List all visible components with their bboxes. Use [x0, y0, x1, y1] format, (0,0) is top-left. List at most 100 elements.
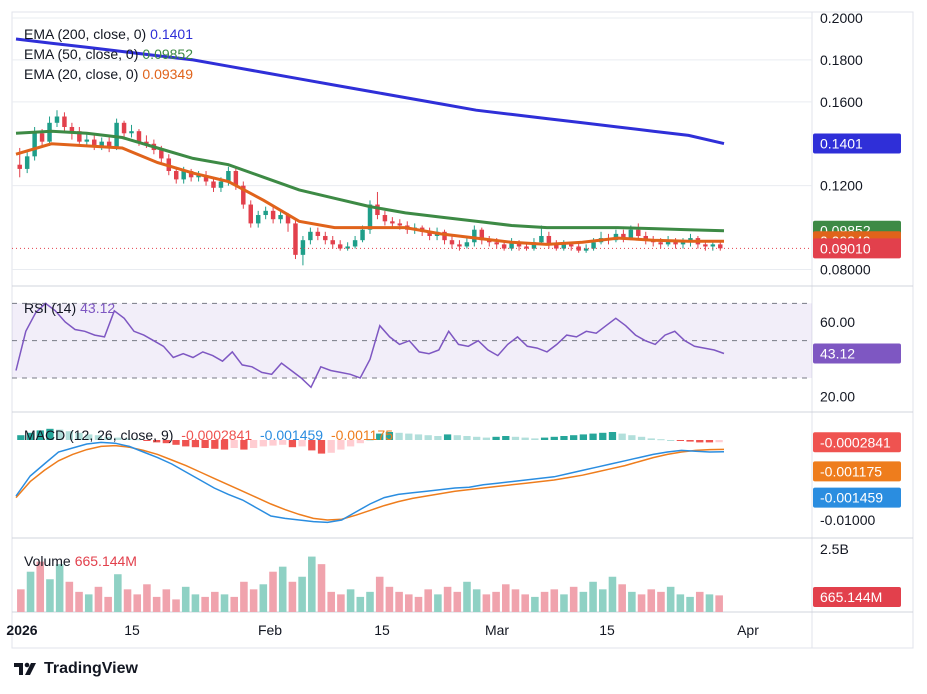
macd-label-0: -0.0002841	[820, 434, 891, 450]
candle-body	[457, 244, 462, 247]
volume-bar	[308, 556, 316, 612]
candle-body	[84, 139, 90, 142]
volume-bar	[405, 594, 413, 612]
legend-ema50-value: 0.09852	[142, 46, 193, 62]
candle-body	[345, 246, 350, 249]
volume-bar	[686, 596, 694, 612]
macd-histogram-bar	[346, 440, 355, 447]
macd-tick-0: -0.01000	[820, 512, 875, 528]
macd-histogram-bar	[434, 436, 442, 440]
candle-body	[390, 221, 395, 224]
macd-histogram-bar	[26, 432, 35, 440]
candle-body	[643, 235, 648, 241]
macd-legend[interactable]: MACD (12, 26, close, 9) -0.0002841 -0.00…	[24, 425, 393, 445]
macd-histogram-bar	[356, 440, 364, 444]
volume-bar	[191, 594, 200, 612]
macd-histogram-bar	[220, 440, 229, 450]
brand-name: TradingView	[44, 660, 138, 677]
volume-tick-0: 2.5B	[820, 541, 849, 557]
grid	[11, 11, 914, 649]
volume-bar	[531, 596, 539, 612]
volume-bar	[366, 591, 374, 612]
candle-body	[337, 244, 343, 249]
macd-histogram-bar	[46, 428, 54, 440]
volume-bar	[75, 591, 83, 612]
volume-bar	[589, 581, 597, 612]
volume-bar	[162, 589, 171, 612]
rsi-value-label: 43.12	[820, 346, 855, 362]
volume-bar	[414, 596, 423, 612]
macd-histogram-bar	[705, 440, 714, 443]
volume-bar	[17, 589, 25, 612]
macd-histogram-bar	[676, 440, 684, 441]
candle-body	[323, 235, 328, 241]
macd-label-1: -0.001175	[820, 463, 882, 479]
volume-bar	[463, 581, 471, 612]
x-tick-0: 2026	[6, 622, 37, 638]
volume-legend[interactable]: Volume 665.144M	[24, 551, 137, 571]
macd-histogram-bar	[133, 439, 141, 441]
rsi-legend-name: RSI (14)	[24, 300, 77, 316]
candle-body	[464, 242, 470, 247]
axes: 0.2000 0.1800 0.1600 0.1200 0.08000 60.00 20.0…	[6, 10, 875, 638]
volume-bar	[569, 586, 578, 612]
macd-histogram-bar	[17, 435, 25, 440]
volume-bar	[395, 591, 403, 612]
candle-body	[576, 246, 581, 251]
macd-histogram-bar	[269, 440, 277, 446]
candle-body	[352, 240, 358, 247]
candle-body	[367, 204, 373, 230]
volume-bar	[317, 564, 326, 612]
macd-histogram-bar	[143, 440, 151, 441]
volume-bar	[152, 596, 161, 612]
volume-bar	[94, 586, 103, 612]
volume-bar	[269, 571, 277, 612]
macd-legend-macd: -0.001459	[260, 427, 324, 443]
candle-body	[270, 210, 276, 220]
macd-histogram-bar	[492, 436, 500, 440]
macd-histogram-bar	[182, 440, 190, 447]
volume-pane: 665.144M	[17, 556, 901, 612]
legend-ema20-name: EMA (20, close, 0)	[24, 66, 139, 82]
rsi-legend[interactable]: RSI (14) 43.12	[24, 298, 115, 318]
volume-bar	[492, 591, 500, 612]
volume-bar	[211, 591, 219, 612]
legend-ema200[interactable]: EMA (200, close, 0) 0.1401	[24, 24, 193, 44]
macd-histogram-bar	[191, 440, 200, 448]
legend-ema50[interactable]: EMA (50, close, 0) 0.09852	[24, 44, 193, 64]
candle-body	[293, 223, 298, 255]
volume-bar	[579, 591, 588, 612]
candle-body	[211, 181, 216, 188]
volume-bar	[511, 589, 520, 612]
macd-histogram-bar	[628, 435, 636, 440]
macd-histogram-bar	[686, 440, 694, 442]
macd-histogram-bar	[589, 433, 597, 440]
macd-label-1-bg	[813, 461, 901, 482]
candle-body	[531, 242, 537, 249]
candle-body	[568, 244, 574, 247]
rsi-tick-1: 20.00	[820, 389, 855, 405]
macd-histogram-bar	[395, 432, 403, 440]
volume-legend-name: Volume	[24, 553, 71, 569]
x-tick-1: 15	[124, 622, 140, 638]
candle-body	[196, 175, 201, 178]
ema50-line	[15, 129, 725, 233]
macd-legend-name: MACD (12, 26, close, 9)	[24, 427, 174, 443]
candle-body	[710, 244, 716, 247]
volume-bar	[298, 576, 306, 612]
candle-body	[621, 233, 626, 239]
macd-histogram-bar	[308, 440, 316, 451]
volume-bar	[356, 596, 365, 612]
x-tick-5: 15	[599, 622, 615, 638]
legend-ema200-name: EMA (200, close, 0)	[24, 26, 147, 42]
volume-bar	[434, 594, 442, 612]
price-pane: 0.1401 0.09852 0.09349 0.09010	[12, 37, 901, 266]
candle-body	[278, 215, 283, 220]
legend-ema20[interactable]: EMA (20, close, 0) 0.09349	[24, 64, 193, 84]
macd-histogram-bar	[560, 436, 568, 440]
volume-bar	[36, 561, 45, 612]
tradingview-brand[interactable]: TradingView	[14, 660, 138, 678]
x-tick-4: Mar	[485, 622, 509, 638]
macd-histogram-bar	[521, 437, 529, 440]
